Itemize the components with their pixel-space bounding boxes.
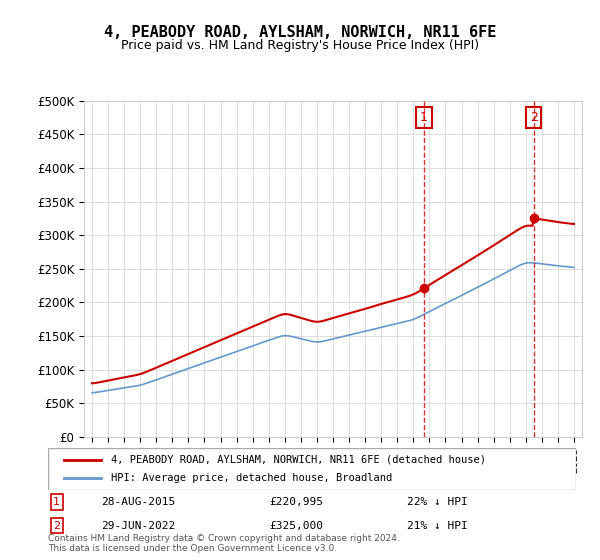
Text: £220,995: £220,995 (270, 497, 324, 507)
Text: 2: 2 (530, 111, 538, 124)
Text: HPI: Average price, detached house, Broadland: HPI: Average price, detached house, Broa… (112, 473, 392, 483)
Text: 29-JUN-2022: 29-JUN-2022 (101, 521, 175, 530)
Text: £325,000: £325,000 (270, 521, 324, 530)
Text: 2: 2 (53, 521, 61, 530)
FancyBboxPatch shape (48, 448, 576, 490)
Text: 28-AUG-2015: 28-AUG-2015 (101, 497, 175, 507)
Text: 1: 1 (420, 111, 428, 124)
Text: 1: 1 (53, 497, 60, 507)
Text: 4, PEABODY ROAD, AYLSHAM, NORWICH, NR11 6FE (detached house): 4, PEABODY ROAD, AYLSHAM, NORWICH, NR11 … (112, 455, 487, 465)
Text: 21% ↓ HPI: 21% ↓ HPI (407, 521, 468, 530)
Text: 4, PEABODY ROAD, AYLSHAM, NORWICH, NR11 6FE: 4, PEABODY ROAD, AYLSHAM, NORWICH, NR11 … (104, 25, 496, 40)
Text: 22% ↓ HPI: 22% ↓ HPI (407, 497, 468, 507)
Text: Price paid vs. HM Land Registry's House Price Index (HPI): Price paid vs. HM Land Registry's House … (121, 39, 479, 52)
Text: Contains HM Land Registry data © Crown copyright and database right 2024.
This d: Contains HM Land Registry data © Crown c… (48, 534, 400, 553)
